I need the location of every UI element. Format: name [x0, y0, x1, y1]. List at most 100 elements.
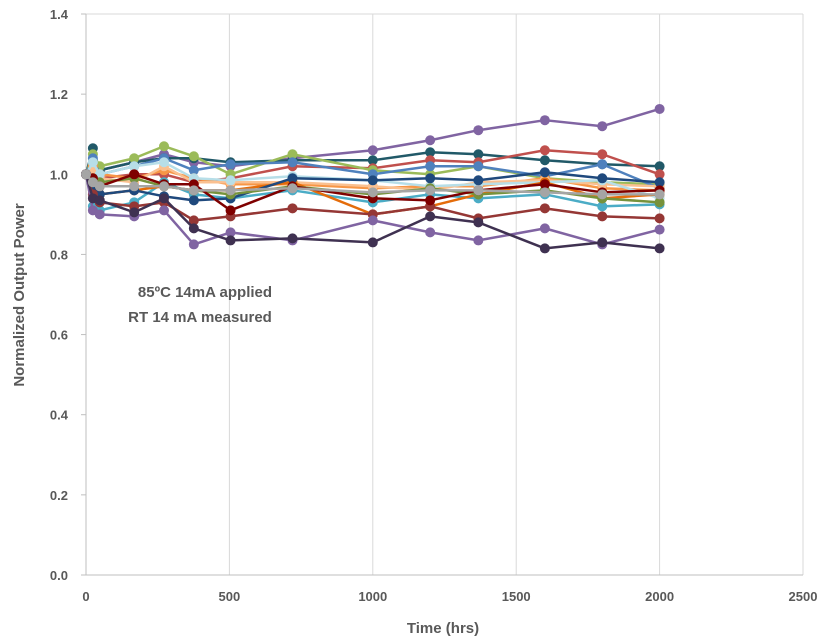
data-point	[473, 161, 484, 172]
data-point	[287, 149, 298, 160]
data-point	[473, 125, 484, 136]
x-tick-label: 500	[219, 589, 241, 604]
data-point	[597, 149, 608, 160]
y-tick-label: 1.0	[50, 167, 68, 182]
data-point	[225, 227, 236, 238]
data-point	[654, 103, 665, 114]
data-point	[367, 145, 378, 156]
data-point	[654, 224, 665, 235]
data-point	[159, 141, 170, 152]
series-line	[84, 174, 660, 246]
data-point	[287, 157, 298, 168]
data-series	[81, 103, 665, 254]
data-point	[425, 185, 436, 196]
data-point	[188, 151, 199, 162]
y-tick-label: 0.2	[50, 488, 68, 503]
data-point	[188, 223, 199, 234]
data-point	[539, 243, 550, 254]
data-point	[597, 237, 608, 248]
x-tick-label: 1500	[502, 589, 531, 604]
data-point	[159, 181, 170, 192]
data-point	[654, 197, 665, 208]
data-point	[159, 157, 170, 168]
data-point	[367, 237, 378, 248]
data-point	[367, 175, 378, 186]
data-point	[287, 173, 298, 184]
y-tick-labels: 0.0 0.2 0.4 0.6 0.8 1.0 1.2 1.4	[50, 7, 69, 583]
data-point	[81, 169, 91, 180]
data-point	[539, 145, 550, 156]
data-point	[539, 203, 550, 214]
x-axis-title: Time (hrs)	[407, 620, 479, 637]
data-point	[94, 181, 105, 192]
annotation-line-1: 85ºC 14mA applied	[138, 284, 272, 301]
y-axis-title: Normalized Output Power	[11, 203, 28, 387]
data-point	[654, 243, 665, 254]
data-point	[129, 161, 140, 172]
data-point	[425, 147, 436, 158]
data-point	[188, 185, 199, 196]
data-point	[473, 175, 484, 186]
y-tick-label: 0.6	[50, 328, 68, 343]
data-point	[539, 167, 550, 178]
series-line	[85, 173, 660, 212]
data-point	[129, 153, 140, 164]
y-tick-label: 1.2	[50, 87, 68, 102]
data-point	[287, 233, 298, 244]
data-point	[473, 217, 484, 228]
y-tick-label: 0.0	[50, 568, 68, 583]
data-point	[473, 235, 484, 246]
data-point	[188, 195, 199, 206]
data-point	[129, 169, 140, 180]
data-point	[425, 173, 436, 184]
data-point	[597, 189, 608, 200]
data-point	[225, 205, 236, 216]
data-point	[287, 203, 298, 214]
series-line	[86, 148, 661, 184]
y-tick-label: 0.4	[50, 408, 69, 423]
data-point	[654, 169, 665, 180]
data-point	[425, 161, 436, 172]
axes	[81, 13, 803, 576]
data-point	[654, 177, 665, 188]
data-point	[287, 183, 298, 194]
data-point	[425, 195, 436, 206]
data-point	[539, 115, 550, 126]
data-point	[425, 211, 436, 222]
x-tick-label: 0	[82, 589, 89, 604]
x-tick-labels: 0 500 1000 1500 2000 2500	[82, 589, 817, 604]
series-line	[84, 174, 660, 212]
data-point	[654, 189, 665, 200]
series-line	[85, 173, 660, 196]
data-point	[159, 193, 170, 204]
annotation-line-2: RT 14 mA measured	[128, 309, 272, 326]
data-point	[425, 227, 436, 238]
series-17	[81, 169, 665, 200]
y-tick-label: 1.4	[50, 7, 69, 22]
data-point	[539, 179, 550, 190]
data-point	[473, 149, 484, 160]
data-point	[367, 215, 378, 226]
data-point	[539, 223, 550, 234]
data-point	[225, 185, 236, 196]
x-tick-label: 2000	[645, 589, 674, 604]
x-tick-label: 2500	[789, 589, 818, 604]
data-point	[94, 195, 105, 206]
data-point	[597, 211, 608, 222]
data-point	[225, 159, 236, 170]
data-point	[159, 205, 170, 216]
series-line	[84, 146, 660, 175]
series-line	[84, 173, 660, 250]
data-point	[188, 215, 199, 226]
data-point	[654, 161, 665, 172]
data-point	[539, 187, 550, 198]
data-point	[473, 185, 484, 196]
data-point	[225, 235, 236, 246]
data-point	[597, 159, 608, 170]
data-point	[539, 155, 550, 166]
data-point	[129, 181, 140, 192]
data-point	[597, 121, 608, 132]
series-line	[85, 165, 660, 192]
data-point	[188, 239, 199, 250]
